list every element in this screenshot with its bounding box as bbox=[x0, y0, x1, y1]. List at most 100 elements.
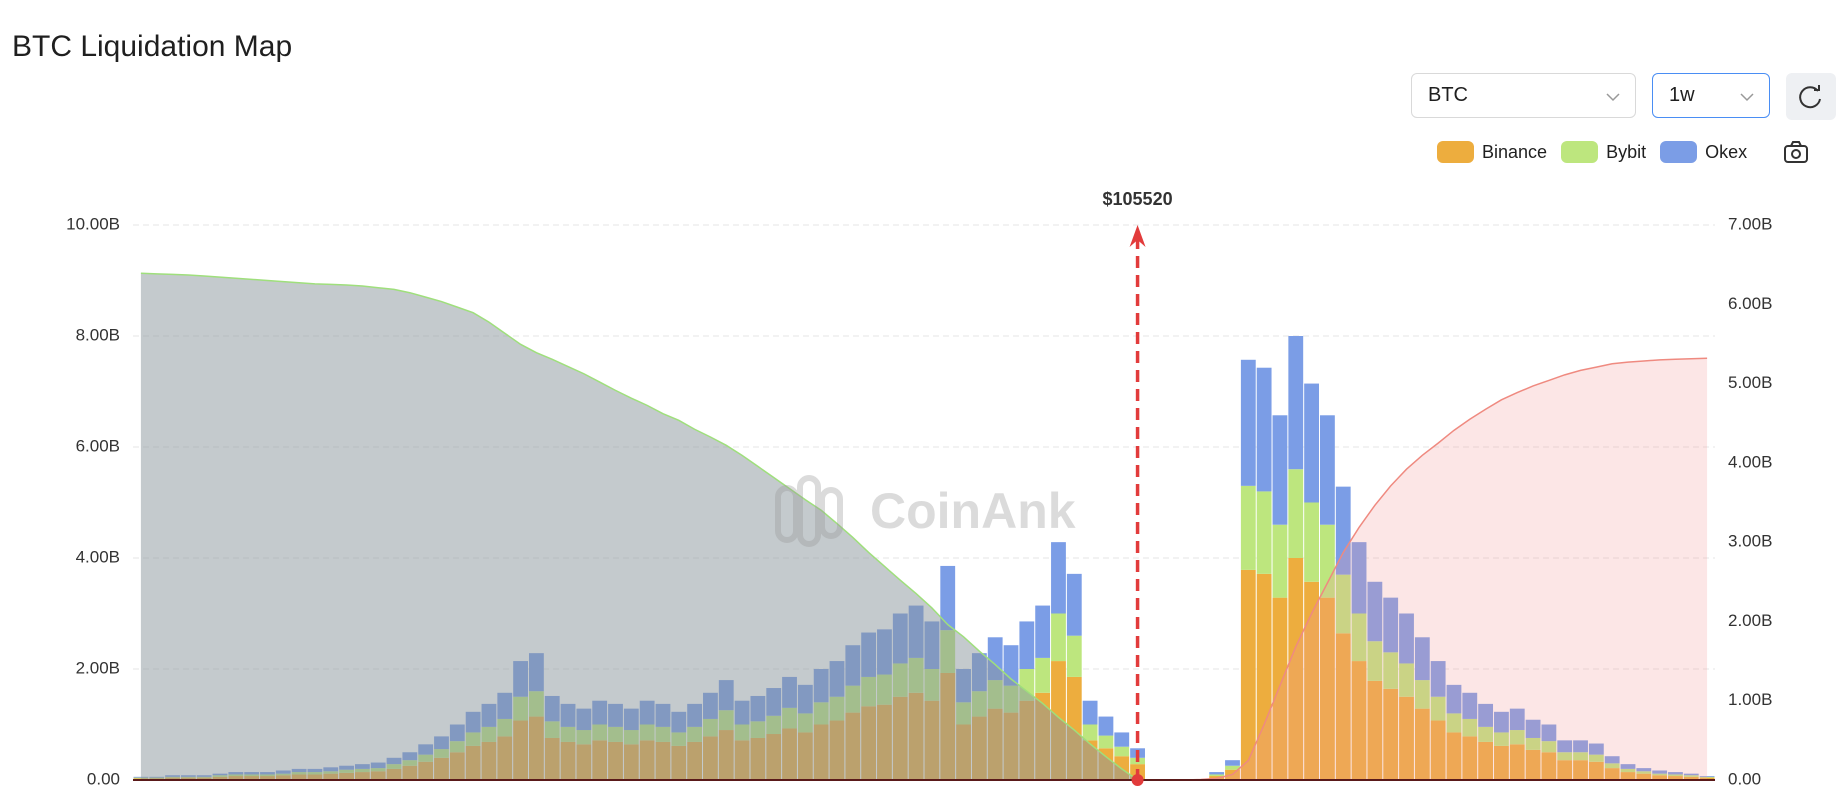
legend-swatch bbox=[1660, 141, 1698, 163]
bar-segment bbox=[1335, 486, 1351, 575]
current-price-arrow bbox=[1129, 225, 1146, 247]
bar-segment bbox=[1462, 736, 1478, 780]
bar-segment bbox=[1699, 776, 1715, 778]
y-tick-label: 6.00B bbox=[76, 436, 120, 455]
legend-swatch bbox=[1437, 141, 1474, 163]
bar-segment bbox=[1383, 652, 1399, 689]
bar-segment bbox=[1494, 745, 1509, 780]
bar-segment bbox=[1035, 657, 1051, 693]
bar-segment bbox=[1478, 703, 1494, 727]
legend-label: Binance bbox=[1482, 141, 1548, 162]
refresh-icon bbox=[1799, 85, 1821, 109]
bar-segment bbox=[1383, 597, 1399, 653]
current-price-dot bbox=[1131, 774, 1144, 786]
bar-segment bbox=[1588, 754, 1604, 762]
bar-segment bbox=[1240, 485, 1256, 570]
bar-segment bbox=[1509, 744, 1525, 780]
bar-segment bbox=[1573, 740, 1588, 753]
legend: Binance Bybit Okex bbox=[1437, 141, 1751, 163]
bar-segment bbox=[1383, 688, 1399, 780]
bar-segment bbox=[1320, 597, 1335, 780]
current-price-label: $105520 bbox=[1103, 189, 1173, 209]
legend-item[interactable]: Okex bbox=[1660, 141, 1747, 163]
chevron bbox=[1606, 93, 1620, 102]
bar-segment bbox=[1683, 775, 1699, 777]
y-tick-label: 2.00B bbox=[76, 658, 120, 677]
bar-segment bbox=[1335, 633, 1351, 780]
watermark-text: CoinAnk bbox=[870, 483, 1076, 539]
bar-segment bbox=[1604, 768, 1620, 780]
y-tick-label: 8.00B bbox=[76, 325, 120, 344]
bar-segment bbox=[1335, 574, 1351, 634]
bar-segment bbox=[1636, 771, 1652, 774]
bar-segment bbox=[1367, 581, 1383, 642]
y2-tick-label: 2.00B bbox=[1728, 611, 1772, 630]
bar-segment bbox=[1082, 700, 1098, 725]
bar-segment bbox=[1051, 613, 1066, 662]
bar-segment bbox=[1557, 740, 1573, 753]
watermark: CoinAnk bbox=[775, 475, 1076, 547]
bar-segment bbox=[1351, 542, 1367, 614]
bar-segment bbox=[1051, 542, 1066, 614]
bar-segment bbox=[1304, 502, 1319, 582]
bar-segment bbox=[1066, 635, 1082, 677]
bar-segment bbox=[1098, 735, 1114, 749]
bar-segment bbox=[1399, 663, 1414, 697]
bar-segment bbox=[1399, 613, 1414, 664]
bar-segment bbox=[1114, 732, 1130, 747]
y-tick-label: 4.00B bbox=[76, 547, 120, 566]
bar-segment bbox=[1541, 741, 1557, 753]
camera-icon[interactable] bbox=[1784, 141, 1808, 163]
bar-segment bbox=[1525, 719, 1541, 738]
refresh-button[interactable] bbox=[1786, 73, 1836, 120]
bar-segment bbox=[1525, 749, 1541, 780]
y2-tick-label: 7.00B bbox=[1728, 214, 1772, 233]
bar-segment bbox=[1288, 469, 1304, 558]
bar-segment bbox=[1668, 776, 1683, 780]
y2-tick-label: 0.00 bbox=[1728, 769, 1761, 786]
y-tick-label: 10.00B bbox=[66, 214, 120, 233]
bar-segment bbox=[1320, 524, 1335, 598]
bar-segment bbox=[1098, 716, 1114, 736]
bar-segment bbox=[1478, 741, 1494, 780]
bar-segment bbox=[1636, 768, 1652, 772]
bar-segment bbox=[1225, 765, 1240, 770]
bar-segment bbox=[1225, 760, 1240, 766]
bar-segment bbox=[1430, 720, 1446, 780]
legend-swatch bbox=[1561, 141, 1599, 163]
bar-segment bbox=[1604, 756, 1620, 764]
bar-segment bbox=[1699, 776, 1715, 777]
bar-segment bbox=[1462, 718, 1478, 737]
bar-segment bbox=[1272, 415, 1288, 525]
bar-segment bbox=[1557, 752, 1573, 761]
bar-segment bbox=[1272, 524, 1288, 598]
symbol-value: BTC bbox=[1428, 84, 1468, 106]
bar-segment bbox=[1683, 773, 1699, 776]
bar-segment bbox=[1430, 661, 1446, 697]
bar-segment bbox=[1494, 711, 1509, 733]
period-select[interactable]: 1w bbox=[1652, 73, 1770, 118]
bar-segment bbox=[1351, 613, 1367, 662]
bar-segment bbox=[1652, 770, 1668, 774]
legend-item[interactable]: Binance bbox=[1437, 141, 1547, 163]
bar-segment bbox=[1462, 692, 1478, 719]
bar-segment bbox=[1414, 680, 1430, 709]
y2-tick-label: 3.00B bbox=[1728, 532, 1772, 551]
bar-segment bbox=[1446, 684, 1462, 714]
symbol-select[interactable]: BTC bbox=[1411, 73, 1636, 118]
bar-segment bbox=[1320, 415, 1335, 525]
bar-segment bbox=[1541, 752, 1557, 780]
bar-segment bbox=[940, 565, 956, 631]
y2-tick-label: 1.00B bbox=[1728, 690, 1772, 709]
bar-segment bbox=[1557, 760, 1573, 780]
bar-segment bbox=[1588, 743, 1604, 755]
bar-segment bbox=[1652, 773, 1668, 776]
bar-segment bbox=[1240, 359, 1256, 486]
cumulative-line bbox=[140, 272, 1139, 781]
bar-segment bbox=[1525, 737, 1541, 750]
legend-item[interactable]: Bybit bbox=[1561, 141, 1646, 163]
bar-segment bbox=[1256, 573, 1272, 780]
bar-segment bbox=[1573, 760, 1588, 780]
bar-segment bbox=[1446, 732, 1462, 780]
